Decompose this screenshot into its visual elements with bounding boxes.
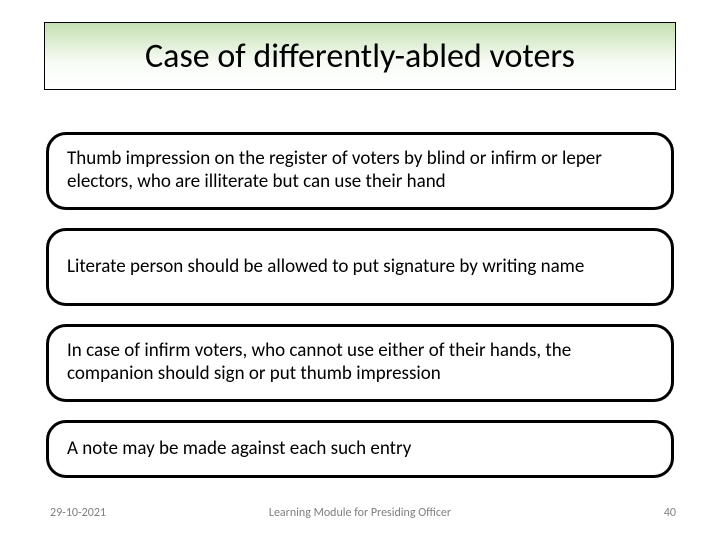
- slide-title-box: Case of differently-abled voters: [44, 22, 676, 90]
- content-text-1: Thumb impression on the register of vote…: [67, 148, 653, 194]
- slide-title: Case of differently-abled voters: [145, 36, 575, 77]
- content-box-1: Thumb impression on the register of vote…: [46, 132, 674, 210]
- content-box-2: Literate person should be allowed to put…: [46, 228, 674, 306]
- footer-page-number: 40: [664, 506, 676, 520]
- content-box-4: A note may be made against each such ent…: [46, 420, 674, 478]
- content-box-3: In case of infirm voters, who cannot use…: [46, 324, 674, 402]
- content-text-2: Literate person should be allowed to put…: [67, 256, 584, 279]
- content-text-3: In case of infirm voters, who cannot use…: [67, 340, 653, 386]
- content-text-4: A note may be made against each such ent…: [67, 438, 411, 461]
- footer-title: Learning Module for Presiding Officer: [0, 506, 720, 520]
- slide-footer: 29-10-2021 Learning Module for Presiding…: [0, 506, 720, 526]
